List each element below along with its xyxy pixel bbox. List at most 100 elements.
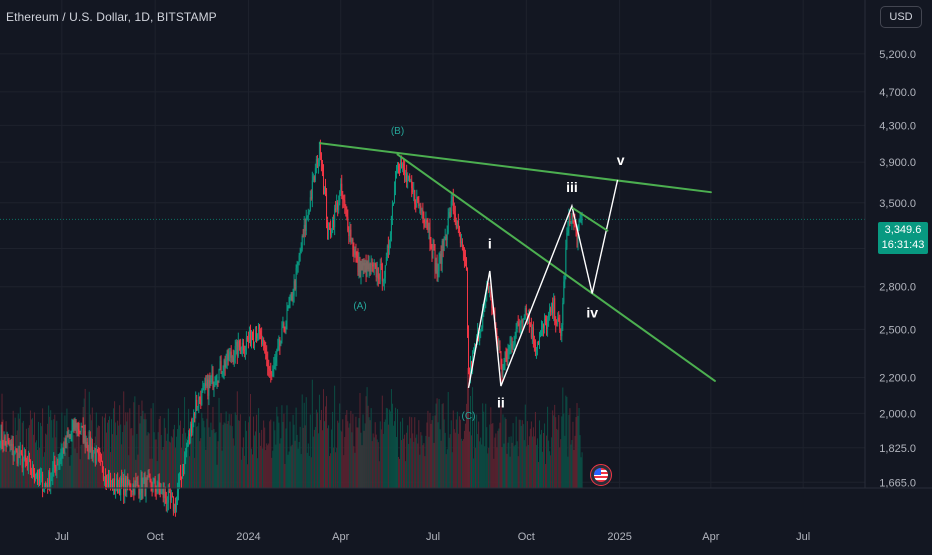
candle-body <box>48 471 50 488</box>
candle-body <box>480 328 482 333</box>
candle-body <box>148 476 150 478</box>
volume-bar <box>488 447 490 488</box>
candle-body <box>187 443 189 447</box>
volume-bar <box>407 425 409 488</box>
candle-body <box>100 457 102 462</box>
candle-body <box>335 208 337 210</box>
volume-bar <box>456 411 458 488</box>
last-price-value: 3,349.6 <box>884 224 922 236</box>
candle-body <box>344 200 346 207</box>
volume-bar <box>144 413 146 488</box>
candle-body <box>94 452 96 463</box>
candle-body <box>405 173 407 175</box>
candle-body <box>336 202 338 209</box>
volume-bar <box>295 407 297 488</box>
candle-body <box>214 384 216 386</box>
volume-bar <box>171 437 173 488</box>
volume-bar <box>177 408 179 488</box>
volume-bar <box>392 425 394 488</box>
volume-bars <box>0 368 583 488</box>
volume-bar <box>297 448 299 488</box>
volume-bar <box>335 452 337 488</box>
volume-bar <box>291 444 293 488</box>
volume-bar <box>499 422 501 488</box>
volume-bar <box>85 439 87 488</box>
volume-bar <box>205 449 207 488</box>
volume-bar <box>562 387 564 488</box>
volume-bar <box>275 444 277 488</box>
candle-body <box>370 263 372 272</box>
volume-bar <box>274 430 276 488</box>
candle-body <box>482 312 484 328</box>
volume-bar <box>553 415 555 488</box>
volume-bar <box>550 455 552 488</box>
volume-bar <box>348 427 350 488</box>
volume-bar <box>199 441 201 488</box>
volume-bar <box>463 430 465 488</box>
volume-bar <box>160 434 162 488</box>
candle-body <box>367 261 369 270</box>
candle-body <box>518 323 520 326</box>
volume-bar <box>496 447 498 488</box>
candle-body <box>289 294 291 303</box>
volume-bar <box>147 431 149 488</box>
volume-bar <box>11 441 13 488</box>
candle-body <box>39 469 41 479</box>
candle-body <box>223 360 225 371</box>
volume-bar <box>565 395 567 488</box>
candle-body <box>58 461 60 465</box>
volume-bar <box>268 443 270 488</box>
candle-body <box>567 229 569 234</box>
volume-bar <box>460 438 462 488</box>
volume-bar <box>369 420 371 488</box>
volume-bar <box>377 442 379 488</box>
volume-bar <box>436 398 438 488</box>
candle-body <box>393 189 395 203</box>
candle-body <box>564 275 566 282</box>
volume-bar <box>103 417 105 488</box>
candle-body <box>287 307 289 309</box>
volume-bar <box>544 423 546 488</box>
candle-body <box>52 467 54 477</box>
volume-bar <box>0 427 2 488</box>
candle-body <box>562 302 564 326</box>
volume-bar <box>243 455 245 488</box>
candle-body <box>102 472 104 480</box>
volume-bar <box>241 447 243 488</box>
volume-bar <box>5 421 7 488</box>
wave-projection[interactable] <box>467 179 619 389</box>
candle-body <box>325 186 327 195</box>
volume-bar <box>138 404 140 488</box>
volume-bar <box>282 422 284 488</box>
volume-bar <box>304 425 306 488</box>
candle-body <box>288 302 290 308</box>
candle-body <box>454 213 456 222</box>
candle-body <box>116 478 118 489</box>
candle-body <box>239 347 241 354</box>
volume-bar <box>312 436 314 488</box>
candle-body <box>173 504 175 512</box>
volume-bar <box>401 440 403 488</box>
volume-bar <box>181 447 183 488</box>
candle-body <box>304 224 306 231</box>
volume-bar <box>184 397 186 488</box>
candle-body <box>442 240 444 251</box>
us-flag-event-icon[interactable] <box>590 464 612 486</box>
volume-bar <box>497 430 499 488</box>
candle-body <box>364 263 366 266</box>
price-tick-label: 5,200.0 <box>879 49 916 61</box>
volume-bar <box>327 428 329 488</box>
time-axis[interactable]: Jul Oct 2024 Apr Jul Oct 2025 Apr Jul <box>0 487 932 543</box>
corrective-wave-label: (B) <box>391 126 404 137</box>
candle-body <box>337 202 339 211</box>
trendlines[interactable] <box>319 142 716 382</box>
candle-body <box>512 345 514 349</box>
volume-bar <box>560 439 562 488</box>
volume-bar <box>188 408 190 488</box>
volume-bar <box>192 437 194 488</box>
countdown-timer: 16:31:43 <box>881 239 925 251</box>
currency-button[interactable]: USD <box>880 6 922 28</box>
volume-bar <box>364 423 366 488</box>
